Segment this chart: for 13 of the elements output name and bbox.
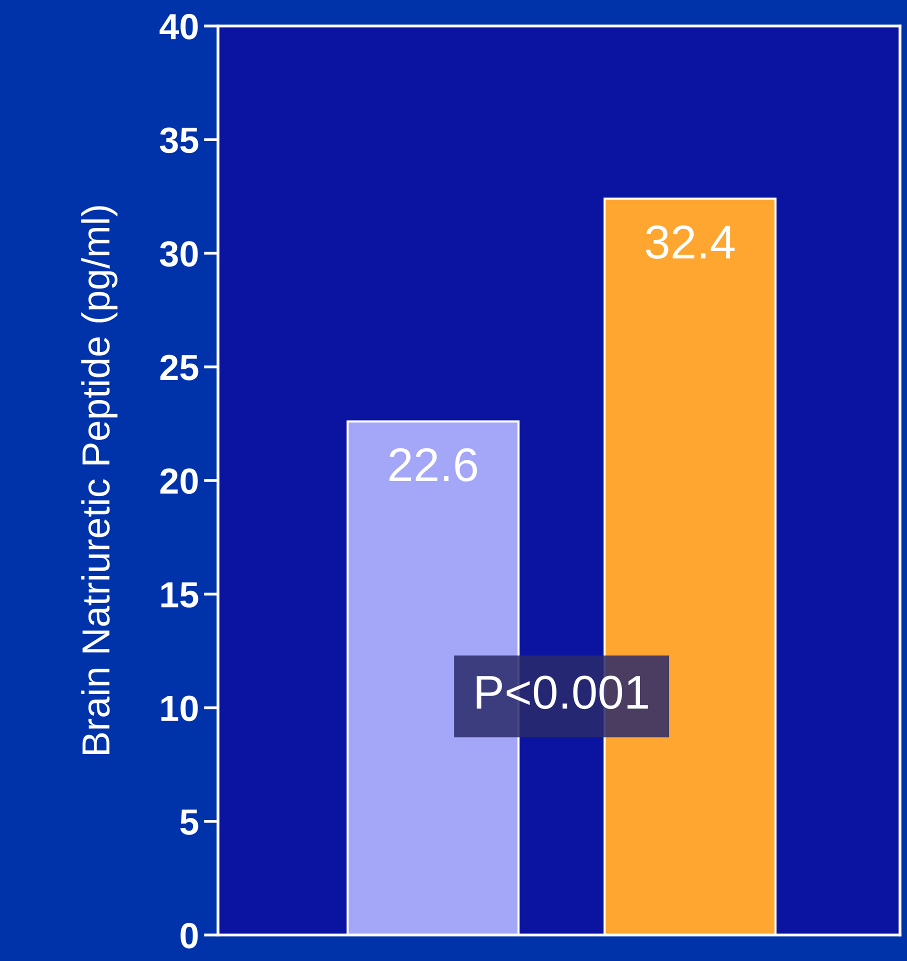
y-tick-label: 25 bbox=[160, 354, 198, 380]
annotation: P<0.001 bbox=[476, 676, 648, 710]
y-tick-label: 35 bbox=[160, 127, 198, 154]
y-axis-title: Brain Natriuretic Peptide (pg/ml) bbox=[81, 206, 118, 754]
y-tick-label: 10 bbox=[161, 696, 198, 722]
data-label: 32.4 bbox=[646, 225, 735, 259]
y-tick-label: 5 bbox=[180, 810, 198, 835]
y-tick-label: 20 bbox=[160, 468, 198, 494]
data-label: 22.6 bbox=[390, 448, 477, 482]
y-tick-label: 15 bbox=[161, 582, 198, 608]
y-tick-label: 40 bbox=[160, 14, 198, 40]
y-tick-label: 30 bbox=[160, 241, 198, 267]
y-tick-label: 0 bbox=[180, 922, 198, 948]
